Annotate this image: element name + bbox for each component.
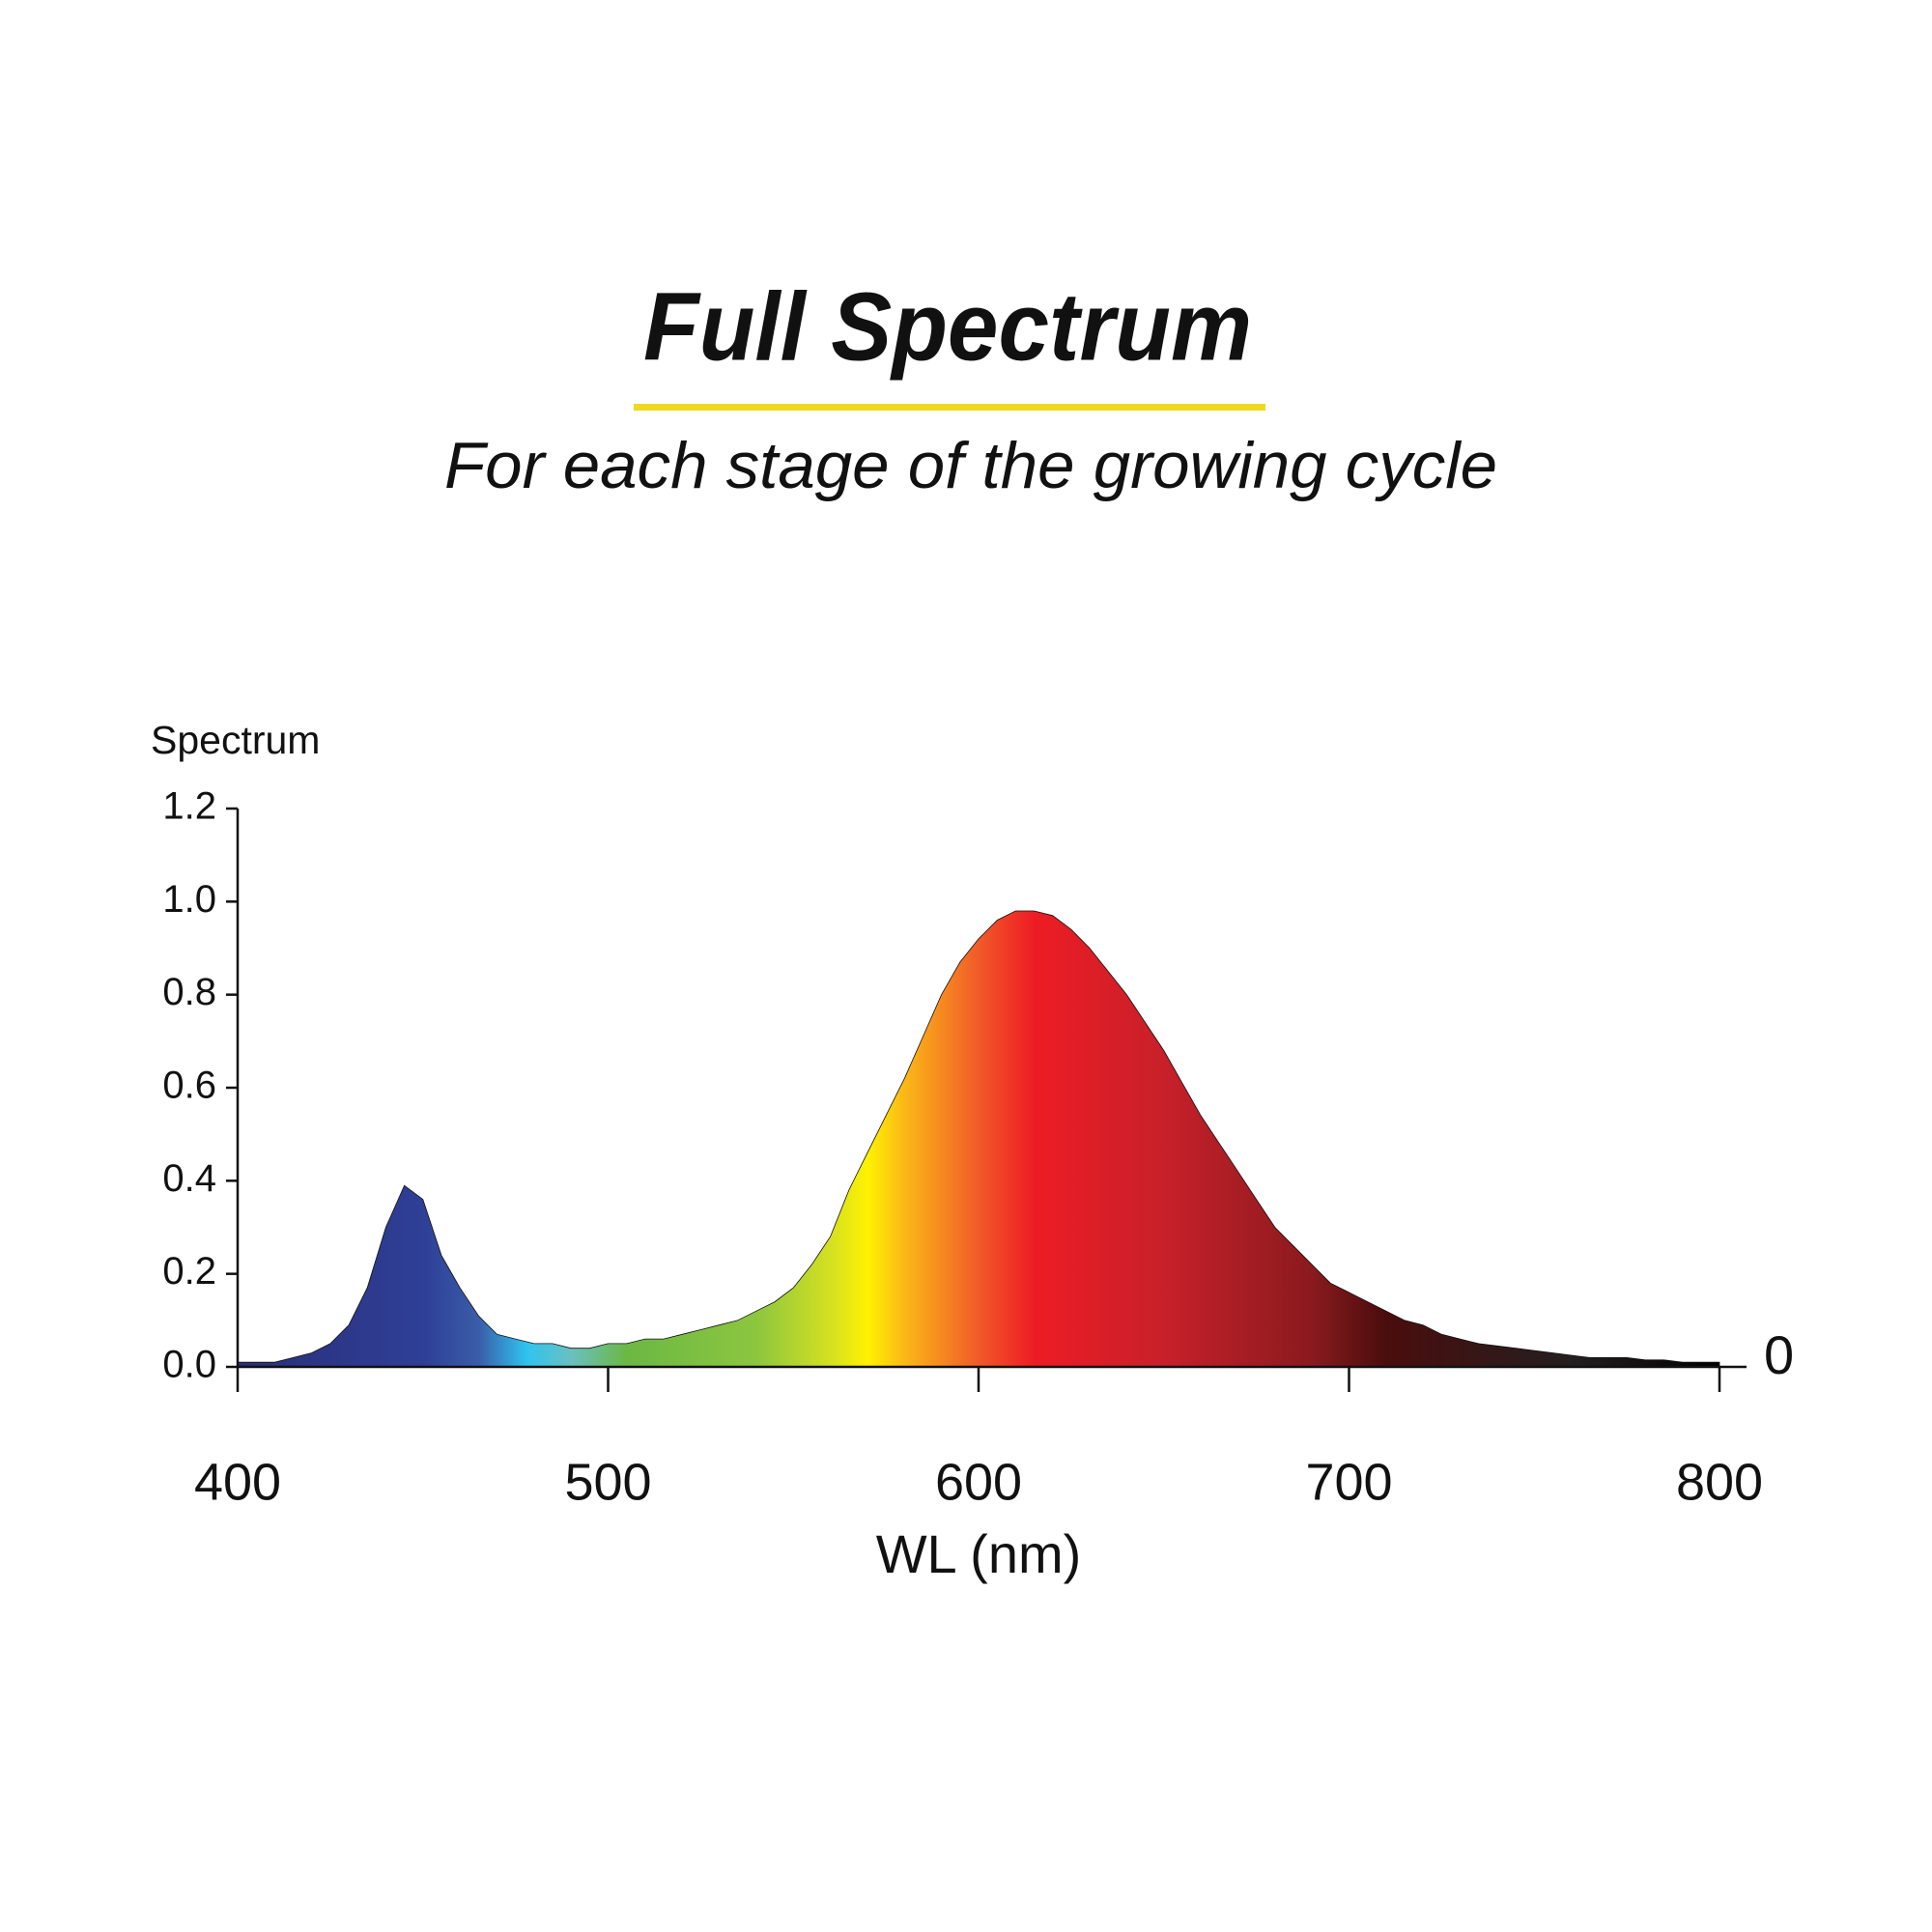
y-axis-label: Spectrum — [151, 718, 320, 762]
chart-title: Full Spectrum — [643, 272, 1252, 381]
y-tick-label: 0.0 — [162, 1344, 216, 1386]
y-tick-label: 1.2 — [162, 785, 216, 828]
x-tick-label: 500 — [564, 1453, 651, 1511]
y-tick-label: 0.2 — [162, 1250, 216, 1293]
y-tick-label: 0.4 — [162, 1157, 216, 1200]
x-tick-label: 700 — [1305, 1453, 1392, 1511]
x-tick-label: 800 — [1676, 1453, 1763, 1511]
x-tick-label: 400 — [194, 1453, 281, 1511]
title-underline — [634, 404, 1265, 411]
y-tick-label: 0.6 — [162, 1065, 216, 1107]
x-tick-label: 600 — [935, 1453, 1022, 1511]
x-axis-label: WL (nm) — [876, 1523, 1082, 1584]
zero-annotation: 0 — [1764, 1324, 1794, 1385]
y-tick-label: 1.0 — [162, 878, 216, 921]
chart-subtitle: For each stage of the growing cycle — [444, 429, 1497, 502]
y-tick-label: 0.8 — [162, 971, 216, 1013]
spectrum-area — [237, 910, 1720, 1368]
